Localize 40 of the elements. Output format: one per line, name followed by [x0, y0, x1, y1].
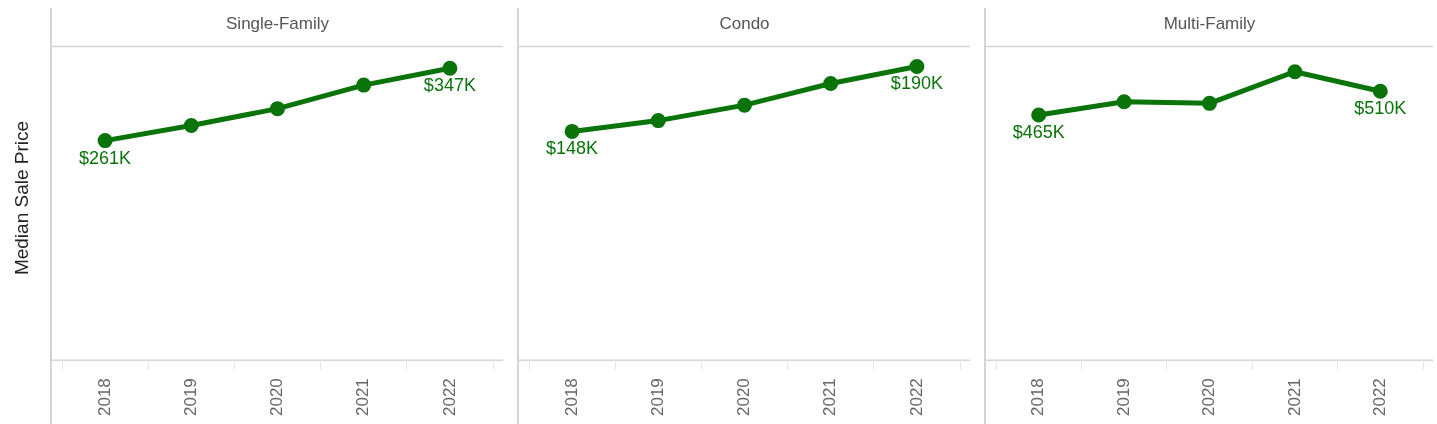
- point: [1116, 94, 1132, 110]
- chart-title: Multi-Family: [1163, 13, 1256, 33]
- point: [97, 133, 113, 149]
- data-label: $190K: [890, 73, 943, 94]
- point: [823, 76, 839, 91]
- chart-title: Condo: [719, 13, 770, 33]
- x-tick-label: 2021: [353, 378, 373, 417]
- point: [650, 113, 666, 129]
- x-tick-label: 2018: [94, 378, 114, 417]
- x-tick-label: 2021: [820, 378, 840, 417]
- x-tick-label: 2020: [267, 378, 287, 417]
- data-label: $261K: [79, 147, 132, 168]
- point: [1372, 83, 1388, 99]
- point: [442, 60, 458, 76]
- x-tick-label: 2019: [1113, 378, 1133, 417]
- data-label: $148K: [546, 138, 599, 159]
- point: [1287, 64, 1303, 80]
- point: [1031, 107, 1047, 123]
- point: [183, 117, 199, 133]
- point: [356, 77, 372, 93]
- x-tick-label: 2022: [439, 378, 459, 417]
- data-label: $465K: [1012, 121, 1065, 142]
- x-tick-label: 2022: [1369, 378, 1389, 417]
- point: [1202, 95, 1217, 111]
- x-tick-label: 2021: [1284, 378, 1304, 417]
- x-tick-label: 2019: [180, 378, 200, 417]
- point: [564, 123, 580, 139]
- x-tick-label: 2020: [734, 378, 754, 417]
- x-tick-label: 2019: [647, 378, 667, 417]
- point: [909, 58, 925, 74]
- point: [270, 101, 285, 117]
- data-label: $510K: [1354, 98, 1407, 119]
- point: [737, 97, 752, 113]
- x-tick-label: 2022: [906, 378, 926, 417]
- x-tick-label: 2018: [561, 378, 581, 417]
- x-tick-label: 2018: [1028, 378, 1048, 417]
- x-tick-label: 2020: [1199, 378, 1219, 417]
- chart-title: Single-Family: [226, 13, 330, 33]
- y-axis-title: Median Sale Price: [11, 120, 33, 276]
- data-label: $347K: [423, 75, 476, 96]
